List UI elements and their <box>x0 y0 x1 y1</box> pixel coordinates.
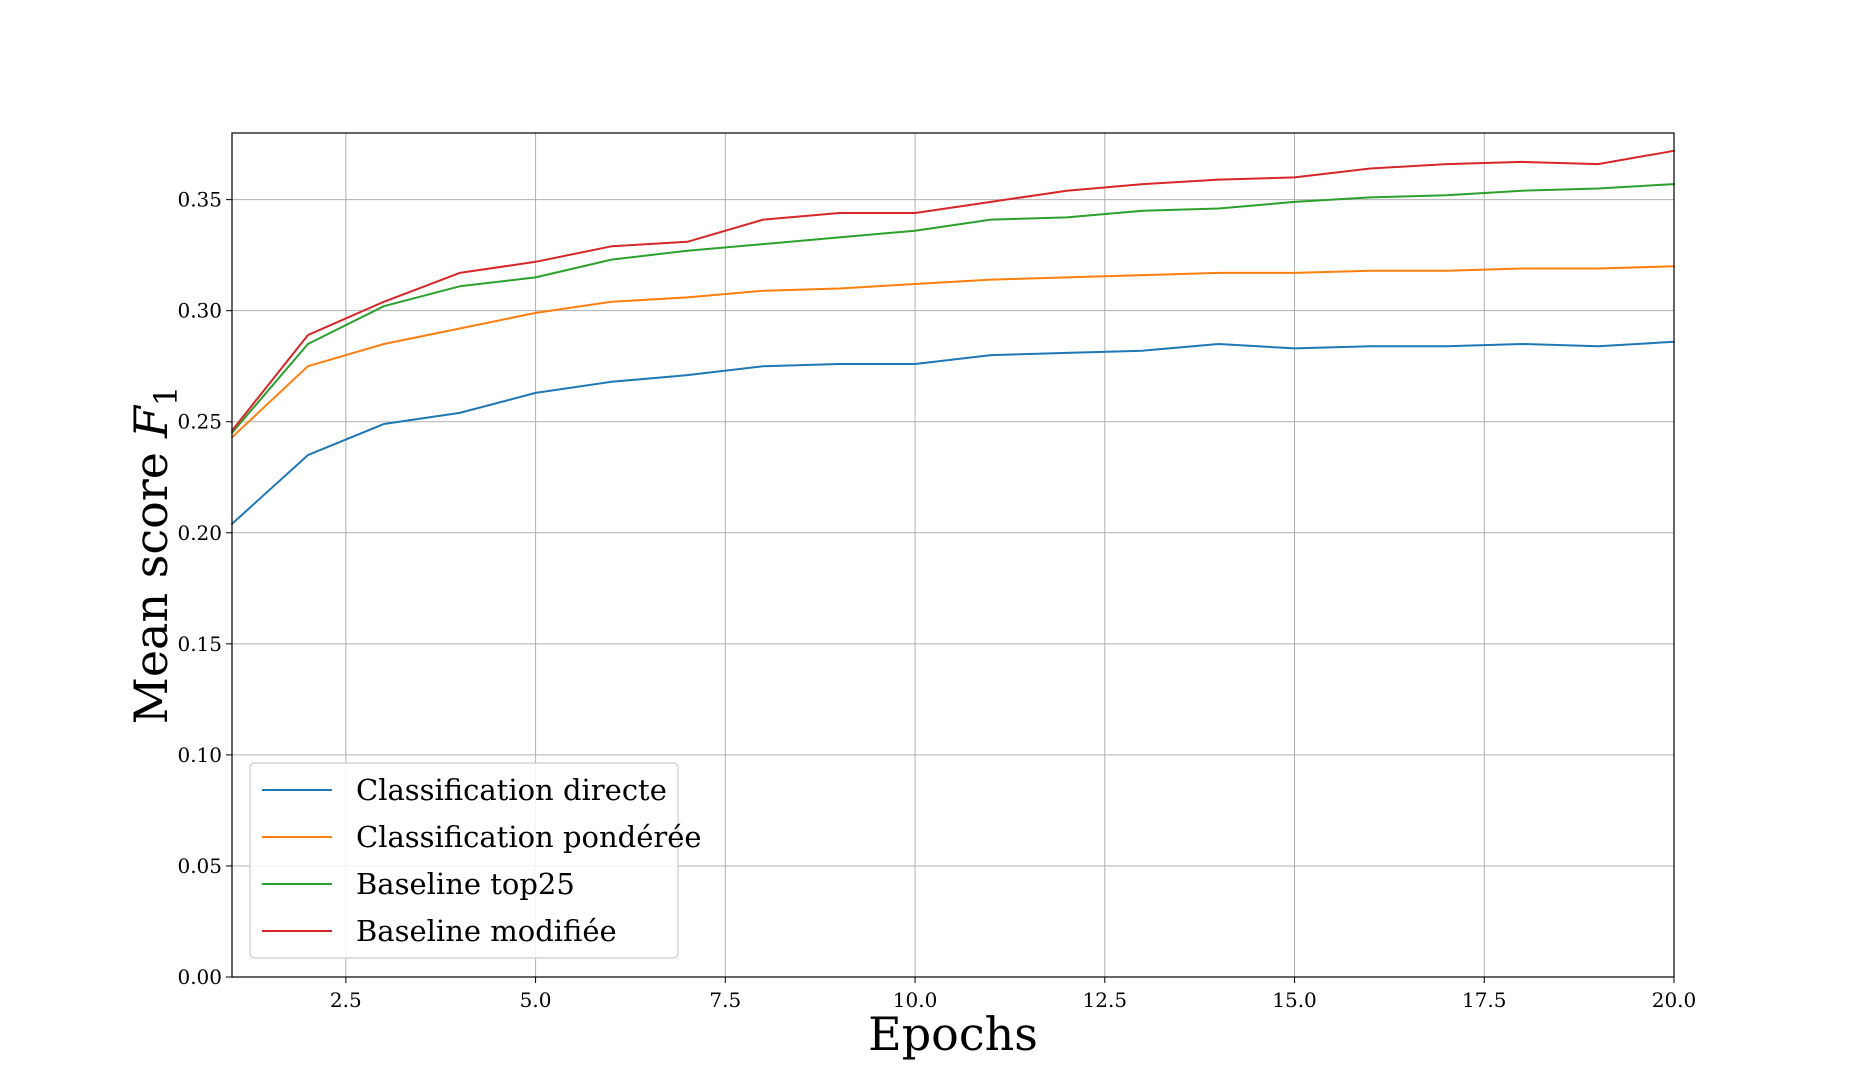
y-tick-label: 0.25 <box>177 410 222 434</box>
series-line-3 <box>231 183 1675 434</box>
x-axis-ticks: 2.5 5.0 7.5 10.0 12.5 15.0 17.5 20.0 <box>330 977 1696 1012</box>
y-tick-label: 0.15 <box>177 632 222 656</box>
y-tick-label: 0.35 <box>177 188 222 212</box>
y-tick-label: 0.05 <box>177 854 222 878</box>
x-tick-label: 2.5 <box>330 988 362 1012</box>
series-line-1 <box>231 340 1675 525</box>
y-tick-label: 0.30 <box>177 299 222 323</box>
series-line-2 <box>231 265 1675 439</box>
legend: Classification directe Classification pon… <box>249 762 702 959</box>
y-axis-ticks: 0.00 0.05 0.10 0.15 0.20 0.25 0.30 0.35 <box>177 188 232 989</box>
y-tick-label: 0.00 <box>177 965 222 989</box>
series-line-4 <box>231 149 1675 432</box>
y-axis-title: Mean score F1 <box>124 386 185 725</box>
legend-label-4: Baseline modifiée <box>356 914 617 948</box>
x-tick-label: 5.0 <box>520 988 552 1012</box>
legend-label-1: Classification directe <box>356 773 667 807</box>
plot-frame <box>231 132 1675 978</box>
x-tick-label: 12.5 <box>1083 988 1128 1012</box>
legend-box <box>249 762 679 959</box>
y-axis-title-math: F <box>124 404 178 439</box>
x-tick-label: 10.0 <box>893 988 938 1012</box>
series-lines <box>231 149 1675 525</box>
y-tick-label: 0.10 <box>177 743 222 767</box>
y-axis-title-text: Mean score <box>124 452 178 724</box>
y-axis-title-subscript: 1 <box>147 386 185 406</box>
x-tick-label: 17.5 <box>1462 988 1507 1012</box>
legend-label-3: Baseline top25 <box>356 867 575 901</box>
x-tick-label: 20.0 <box>1652 988 1697 1012</box>
x-tick-label: 15.0 <box>1272 988 1317 1012</box>
x-axis-title: Epochs <box>868 1007 1038 1061</box>
x-tick-label: 7.5 <box>709 988 741 1012</box>
y-tick-label: 0.20 <box>177 521 222 545</box>
legend-label-2: Classification pondérée <box>356 820 702 854</box>
